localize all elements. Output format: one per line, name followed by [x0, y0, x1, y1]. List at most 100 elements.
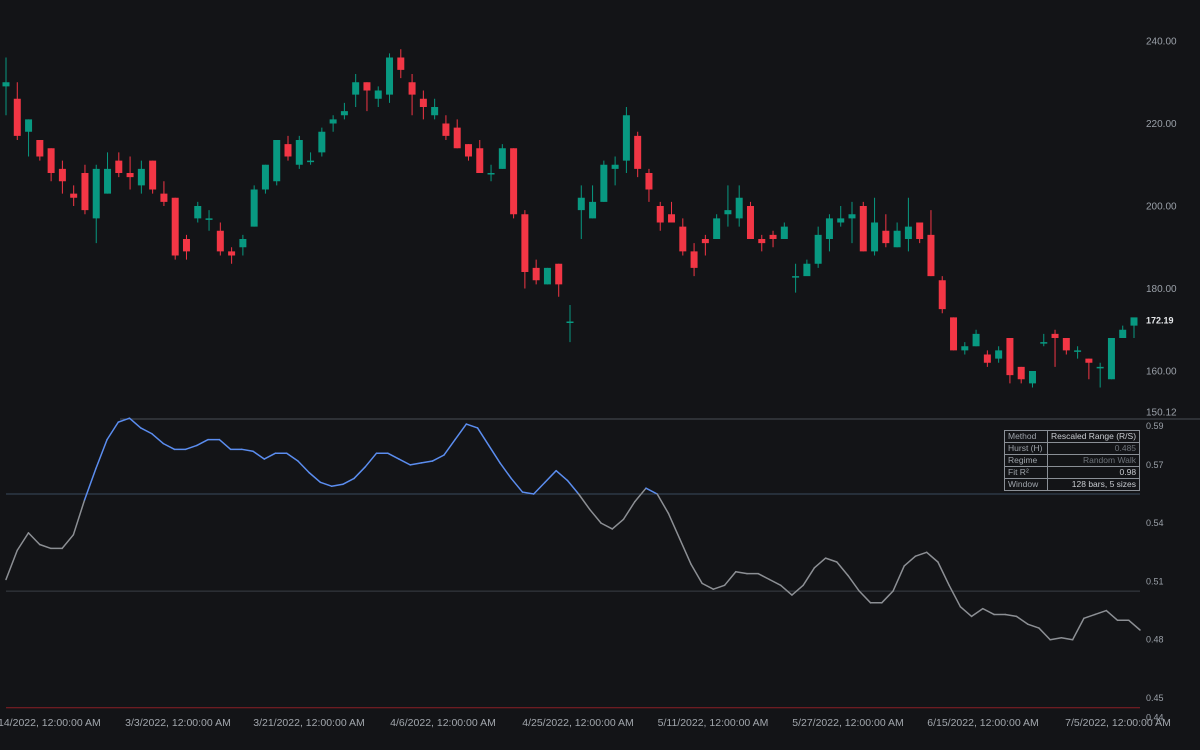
candle-body	[555, 263, 563, 285]
candle	[476, 140, 484, 173]
candle-body	[510, 148, 518, 215]
hurst-line-segment	[342, 477, 355, 486]
candle-body	[419, 98, 427, 107]
info-label: Regime	[1004, 454, 1048, 467]
hurst-line-segment	[521, 491, 535, 495]
hurst-line-segment	[1105, 609, 1119, 622]
indicator-tick-label: 0.54	[1146, 518, 1164, 528]
hurst-line-segment	[285, 452, 299, 462]
info-value: 0.98	[1046, 466, 1141, 479]
price-tick-label: 220.00	[1146, 119, 1177, 130]
candle-body	[532, 267, 540, 281]
candle-body	[408, 82, 416, 95]
candle	[792, 263, 800, 293]
candle-body	[735, 197, 743, 219]
candle	[431, 98, 439, 120]
candle-body	[261, 164, 269, 190]
indicator-tick-label: 0.45	[1146, 693, 1164, 703]
candle-body	[81, 173, 89, 211]
time-tick-label: 7/5/2022, 12:00:00 AM	[1065, 717, 1171, 729]
hurst-line-segment	[768, 578, 782, 587]
info-row-window: Window 128 bars, 5 sizes	[1004, 478, 1141, 491]
candle	[194, 201, 202, 223]
hurst-line-segment	[757, 572, 771, 581]
hurst-line-segment	[892, 565, 905, 592]
candle	[543, 267, 551, 285]
candle-body	[1028, 371, 1036, 384]
hurst-line-segment	[1071, 617, 1085, 641]
hurst-line-segment	[420, 460, 434, 464]
candle	[70, 185, 78, 206]
candle-body	[1006, 338, 1014, 376]
indicator-tick-label: 0.48	[1146, 635, 1164, 645]
candle-body	[115, 160, 123, 173]
candle-body	[205, 218, 213, 220]
hurst-line-segment	[544, 469, 557, 484]
candle	[295, 135, 303, 169]
hurst-line-segment	[510, 477, 524, 493]
candle-body	[363, 82, 371, 91]
candle	[577, 185, 585, 239]
candle	[442, 115, 450, 140]
candle	[2, 57, 10, 116]
time-tick-label: 3/21/2022, 12:00:00 AM	[253, 717, 365, 729]
hurst-line-segment	[218, 438, 232, 451]
candle-body	[634, 135, 642, 169]
candle	[149, 160, 157, 194]
candle	[1096, 362, 1104, 388]
hurst-line-segment	[454, 423, 468, 441]
candle-body	[961, 346, 969, 351]
candle-body	[228, 251, 236, 256]
candle	[656, 201, 664, 231]
candle	[36, 140, 44, 161]
info-value: Rescaled Range (R/S)	[1046, 430, 1141, 443]
candle	[352, 74, 360, 107]
hurst-line-segment	[476, 427, 490, 447]
hurst-line-segment	[95, 438, 108, 470]
candle	[1040, 333, 1048, 347]
hurst-line-segment	[330, 483, 344, 487]
hurst-line-segment	[1083, 613, 1096, 620]
candle	[363, 82, 371, 112]
hurst-line-segment	[1004, 613, 1018, 618]
hurst-line-segment	[72, 499, 86, 536]
indicator-axis: 0.59 0.57 0.54 0.51 0.48 0.45 0.44	[1146, 421, 1164, 722]
candle	[487, 164, 495, 182]
price-tick-label: 150.12	[1146, 407, 1177, 418]
candle-body	[374, 90, 382, 99]
candle	[1062, 338, 1070, 355]
candle-body	[431, 107, 439, 116]
candle	[261, 164, 269, 194]
info-value: Random Walk	[1046, 454, 1141, 467]
candle-body	[318, 131, 326, 153]
candle-body	[893, 230, 901, 248]
hurst-line-segment	[443, 438, 456, 456]
candle-body	[950, 317, 958, 351]
candle	[724, 185, 732, 227]
hurst-line-segment	[589, 508, 602, 524]
candle	[871, 197, 879, 256]
candle-body	[47, 148, 55, 173]
candle-body	[589, 201, 597, 219]
candle-body	[171, 197, 179, 256]
candle-body	[160, 193, 168, 202]
candle	[995, 346, 1003, 363]
hurst-line-segment	[622, 501, 636, 521]
candle-body	[284, 144, 292, 157]
candle-body	[645, 173, 653, 190]
hurst-line-segment	[252, 450, 265, 460]
candle-body	[1119, 329, 1127, 338]
hurst-line-segment	[263, 452, 277, 460]
candle	[668, 201, 676, 223]
hurst-line-segment	[566, 479, 580, 495]
time-tick-label: 4/6/2022, 12:00:00 AM	[390, 717, 496, 729]
candle	[374, 86, 382, 107]
candle-body	[1062, 338, 1070, 351]
candle	[983, 350, 991, 367]
info-row-method: Method Rescaled Range (R/S)	[1004, 430, 1141, 443]
info-row-fit: Fit R² 0.98	[1004, 466, 1141, 479]
time-tick-label: 5/27/2022, 12:00:00 AM	[792, 717, 904, 729]
candle	[1119, 325, 1127, 338]
candle	[566, 305, 574, 343]
